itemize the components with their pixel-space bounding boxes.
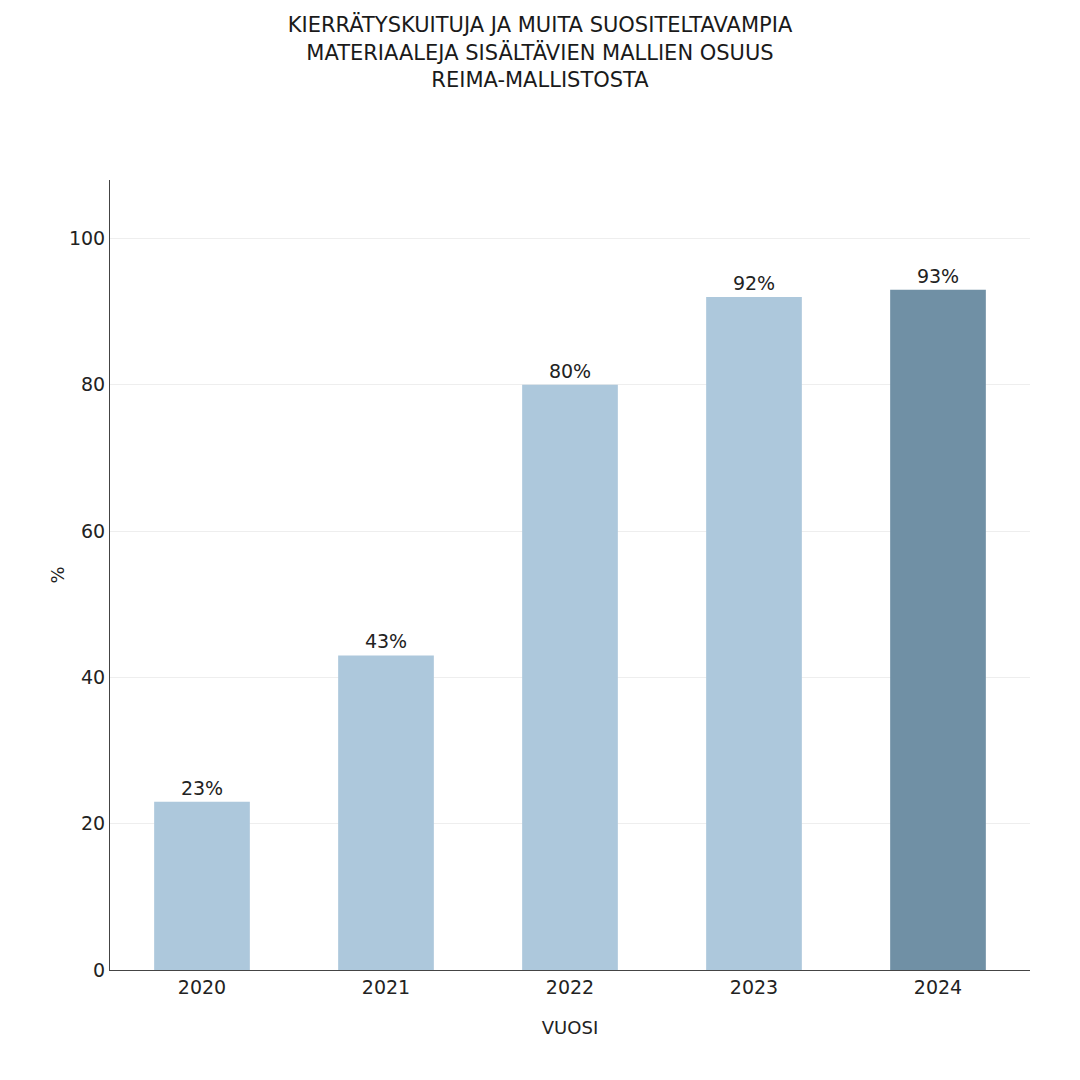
svg-text:20: 20: [81, 812, 105, 834]
svg-text:2023: 2023: [730, 976, 778, 998]
svg-text:80%: 80%: [549, 360, 591, 382]
svg-text:0: 0: [93, 959, 105, 981]
svg-text:92%: 92%: [733, 272, 775, 294]
svg-text:VUOSI: VUOSI: [542, 1017, 598, 1038]
svg-text:40: 40: [81, 666, 105, 688]
svg-text:2021: 2021: [362, 976, 410, 998]
svg-text:KIERRÄTYSKUITUJA JA MUITA SUOS: KIERRÄTYSKUITUJA JA MUITA SUOSITELTAVAMP…: [288, 12, 793, 92]
svg-text:%: %: [47, 566, 68, 583]
svg-text:23%: 23%: [181, 777, 223, 799]
svg-text:100: 100: [69, 227, 105, 249]
svg-text:80: 80: [81, 373, 105, 395]
svg-text:2020: 2020: [178, 976, 226, 998]
svg-text:60: 60: [81, 520, 105, 542]
svg-text:2022: 2022: [546, 976, 594, 998]
svg-text:93%: 93%: [917, 265, 959, 287]
svg-text:2024: 2024: [914, 976, 962, 998]
svg-text:43%: 43%: [365, 630, 407, 652]
